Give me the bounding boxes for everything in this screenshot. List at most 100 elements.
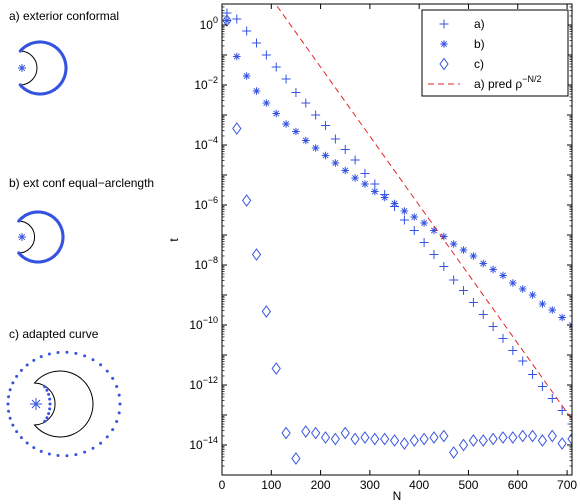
data-point <box>399 215 409 225</box>
x-tick-label: 0 <box>219 478 226 492</box>
data-point <box>380 193 389 202</box>
crescent-outline <box>33 370 94 438</box>
boundary-dot <box>47 352 51 356</box>
data-point <box>508 346 518 355</box>
boundary-dot <box>99 363 103 367</box>
boundary-dot <box>91 358 95 362</box>
x-tick-label: 400 <box>409 478 429 492</box>
data-point <box>330 134 340 144</box>
data-point <box>439 262 449 271</box>
boundary-dot <box>45 416 49 420</box>
boundary-dot <box>56 350 60 354</box>
legend-marker-plus <box>439 19 449 29</box>
data-point <box>281 74 291 84</box>
boundary-dot <box>99 441 103 445</box>
boundary-dot <box>25 363 29 367</box>
data-point <box>282 120 290 128</box>
data-point <box>360 431 370 444</box>
boundary-dot <box>91 446 95 450</box>
data-point <box>330 432 340 446</box>
boundary-dot <box>32 446 36 450</box>
boundary-dot <box>25 441 29 445</box>
boundary-dot <box>117 411 121 415</box>
prediction-line <box>274 4 572 420</box>
x-tick-label: 200 <box>311 478 331 492</box>
data-point <box>301 425 311 438</box>
boundary-dot <box>43 385 47 389</box>
x-tick-label: 300 <box>360 478 380 492</box>
data-point <box>370 432 380 446</box>
data-point <box>242 26 252 36</box>
plot-area <box>222 4 572 465</box>
boundary-dot <box>7 409 11 413</box>
x-tick-label: 100 <box>261 478 281 492</box>
boundary-dot <box>43 419 47 423</box>
legend: a) b) c) a) pred ρ−N/2 <box>421 9 569 97</box>
data-point <box>291 452 301 465</box>
boundary-dot <box>118 402 122 406</box>
data-point <box>458 438 469 452</box>
data-point <box>410 213 419 221</box>
data-point <box>547 429 557 443</box>
data-point <box>331 159 340 167</box>
curve-b <box>17 210 65 264</box>
data-point <box>371 187 379 196</box>
boundary-dot <box>115 420 119 424</box>
boundary-dot <box>11 381 15 385</box>
boundary-dot <box>115 384 119 388</box>
data-point <box>508 431 518 444</box>
data-point <box>518 429 528 443</box>
data-point <box>537 382 547 391</box>
data-point <box>380 432 390 446</box>
data-point <box>232 14 242 24</box>
data-point <box>557 437 567 450</box>
data-point <box>311 426 321 440</box>
data-point <box>409 226 419 235</box>
curve-c <box>6 350 122 458</box>
data-point <box>527 429 538 443</box>
data-point <box>389 434 400 447</box>
panel-label-a: a) exterior conformal <box>9 9 120 23</box>
y-tick-label: 10−4 <box>194 135 218 152</box>
boundary-dot <box>48 402 52 406</box>
y-tick-label: 10−14 <box>189 435 218 452</box>
data-point <box>223 16 231 25</box>
data-point <box>547 394 557 403</box>
data-point <box>518 285 527 293</box>
boundary-dot <box>8 388 12 392</box>
boundary-dot <box>105 435 109 439</box>
data-point <box>261 50 271 60</box>
data-point <box>361 180 369 188</box>
data-point <box>360 169 370 178</box>
data-point <box>222 8 232 18</box>
boundary-dot <box>48 407 52 411</box>
data-point <box>488 432 498 446</box>
data-point <box>528 370 538 379</box>
data-point <box>311 110 321 120</box>
curve-thumbnails <box>6 40 122 458</box>
data-point <box>351 174 359 182</box>
data-point <box>528 291 537 299</box>
data-point <box>420 219 428 227</box>
data-point <box>232 52 241 61</box>
data-point <box>350 155 360 165</box>
boundary-dot <box>48 397 52 401</box>
data-point <box>251 248 262 261</box>
data-point <box>440 232 448 241</box>
boundary-dot <box>15 374 19 378</box>
y-tick-label: 10−8 <box>194 255 218 272</box>
boundary-dot <box>74 351 78 355</box>
data-point <box>537 434 548 447</box>
data-point <box>341 166 350 175</box>
x-axis-label: N <box>393 489 402 503</box>
boundary-dot <box>15 430 19 434</box>
data-point <box>429 250 439 259</box>
data-point <box>449 446 459 459</box>
data-point <box>222 14 232 27</box>
data-point <box>567 432 572 446</box>
axes: 0 100 200 300 400 500 600 700 100 10−2 10−4 10−6 10−… <box>167 3 577 503</box>
data-point <box>459 286 469 295</box>
data-point <box>291 88 301 97</box>
panel-label-b: b) ext conf equal−arclength <box>9 176 155 190</box>
